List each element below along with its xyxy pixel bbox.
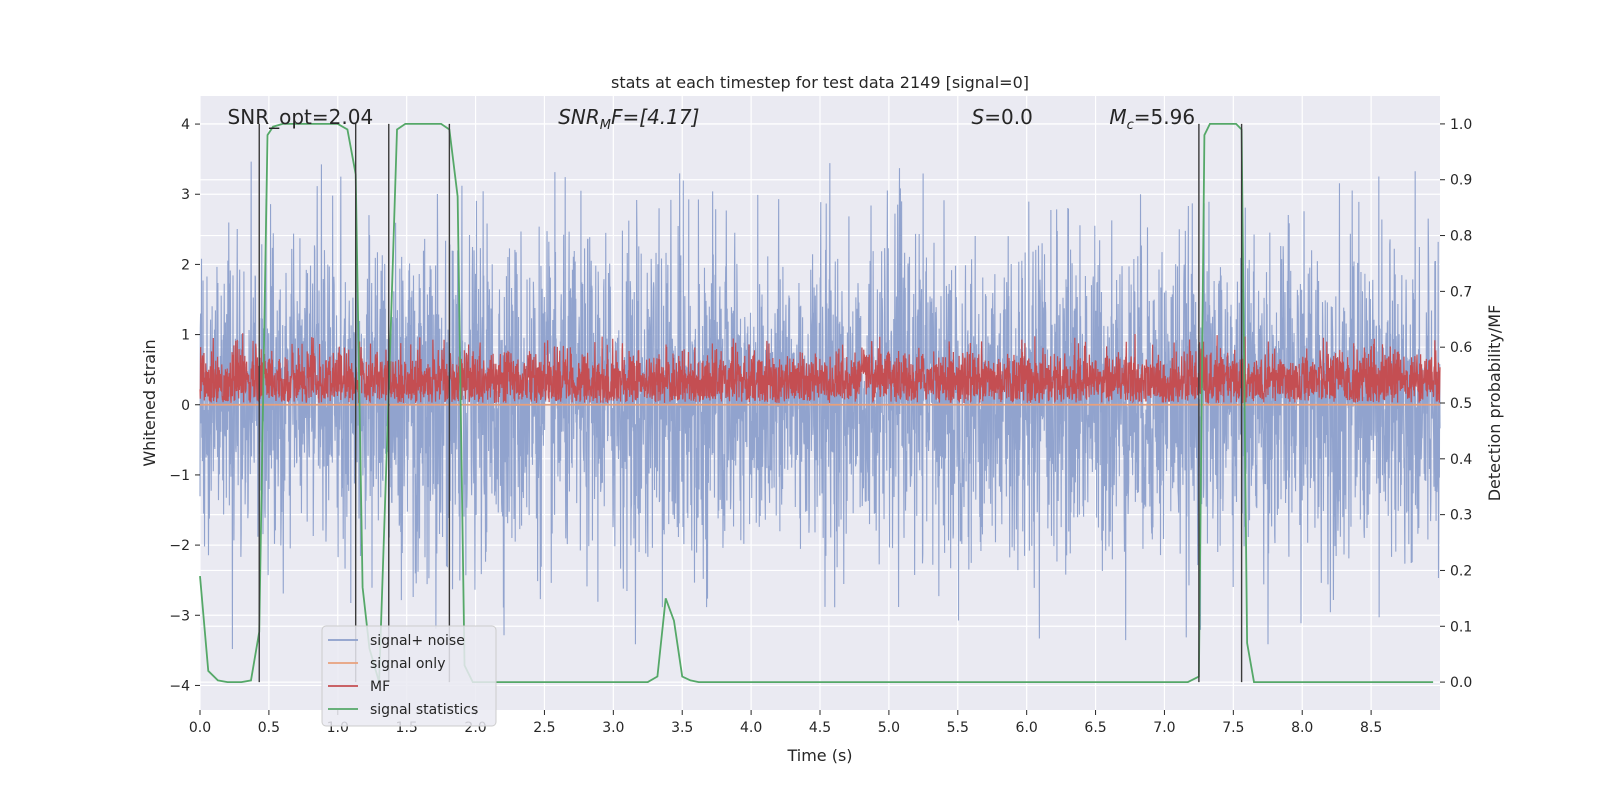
legend-label: MF bbox=[370, 679, 390, 695]
y-tick-label: −3 bbox=[169, 608, 190, 624]
y-right-tick-label: 0.2 bbox=[1450, 563, 1472, 579]
y-right-tick-label: 0.8 bbox=[1450, 229, 1472, 245]
annotations: SNR_opt=2.04 SNRMF=[4.17] S=0.0 Mc=5.96 bbox=[228, 105, 1195, 133]
y-axis-left: −4 −3 −2 −1 0 1 2 3 4 bbox=[169, 117, 200, 694]
x-tick-label: 2.5 bbox=[533, 720, 555, 736]
x-tick-label: 0.5 bbox=[258, 720, 280, 736]
x-tick-label: 0.0 bbox=[189, 720, 211, 736]
annotation: Mc=5.96 bbox=[1109, 105, 1195, 133]
x-tick-label: 4.5 bbox=[809, 720, 831, 736]
y-right-tick-label: 1.0 bbox=[1450, 117, 1472, 133]
y-axis-title-right: Detection probability/MF bbox=[1485, 305, 1504, 502]
y-right-tick-label: 0.6 bbox=[1450, 340, 1472, 356]
y-right-tick-label: 0.3 bbox=[1450, 508, 1472, 524]
legend-box bbox=[321, 625, 497, 727]
y-tick-label: 0 bbox=[181, 398, 190, 414]
y-tick-label: −2 bbox=[169, 538, 190, 554]
x-tick-label: 5.5 bbox=[947, 720, 969, 736]
x-tick-label: 3.0 bbox=[602, 720, 624, 736]
y-right-tick-label: 0.1 bbox=[1450, 619, 1472, 635]
y-tick-label: 1 bbox=[181, 328, 190, 344]
annotation: SNR_opt=2.04 bbox=[228, 105, 374, 129]
x-axis: 0.0 0.5 1.0 1.5 2.0 2.5 3.0 3.5 4.0 4.5 5.0 5.5 6.0 6… bbox=[189, 710, 1382, 736]
y-right-tick-label: 0.7 bbox=[1450, 284, 1472, 300]
y-tick-label: −4 bbox=[169, 678, 190, 694]
y-tick-label: 3 bbox=[181, 187, 190, 203]
x-tick-label: 6.5 bbox=[1084, 720, 1106, 736]
y-right-tick-label: 0.4 bbox=[1450, 452, 1472, 468]
x-tick-label: 5.0 bbox=[878, 720, 900, 736]
legend-label: signal statistics bbox=[370, 702, 478, 718]
x-tick-label: 8.0 bbox=[1291, 720, 1313, 736]
y-right-tick-label: 0.0 bbox=[1450, 675, 1472, 691]
annotation: S=0.0 bbox=[972, 105, 1033, 129]
y-axis-title-left: Whitened strain bbox=[140, 339, 159, 466]
x-tick-label: 8.5 bbox=[1360, 720, 1382, 736]
y-axis-right: 0.0 0.1 0.2 0.3 0.4 0.5 0.6 0.7 0.8 0.9 1.0 bbox=[1440, 117, 1472, 691]
series-signal-noise bbox=[199, 161, 1441, 650]
x-tick-label: 7.0 bbox=[1153, 720, 1175, 736]
legend: signal+ noise signal only MF signal statist… bbox=[321, 625, 497, 727]
series-mf bbox=[199, 333, 1441, 405]
x-tick-label: 7.5 bbox=[1222, 720, 1244, 736]
x-tick-label: 3.5 bbox=[671, 720, 693, 736]
x-axis-title: Time (s) bbox=[786, 746, 852, 765]
y-right-tick-label: 0.9 bbox=[1450, 173, 1472, 189]
annotation: SNRMF=[4.17] bbox=[558, 105, 699, 133]
vertical-markers bbox=[258, 123, 1243, 683]
chart-title: stats at each timestep for test data 214… bbox=[611, 73, 1029, 92]
legend-label: signal+ noise bbox=[370, 633, 465, 649]
x-tick-label: 4.0 bbox=[740, 720, 762, 736]
y-tick-label: 2 bbox=[181, 257, 190, 273]
y-tick-label: −1 bbox=[169, 468, 190, 484]
y-tick-label: 4 bbox=[181, 117, 190, 133]
legend-label: signal only bbox=[370, 656, 445, 672]
x-tick-label: 6.0 bbox=[1016, 720, 1038, 736]
y-right-tick-label: 0.5 bbox=[1450, 396, 1472, 412]
